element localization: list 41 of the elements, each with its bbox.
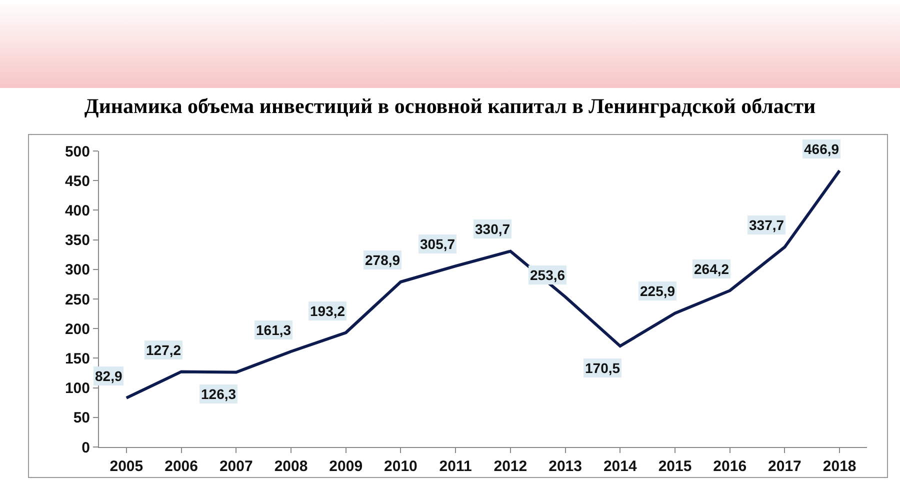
x-tick-label: 2008 [274, 458, 308, 475]
y-tick-label: 250 [64, 291, 90, 308]
y-tick-label: 500 [64, 143, 90, 160]
data-label: 305,7 [420, 236, 456, 252]
data-label: 225,9 [640, 283, 676, 299]
y-tick-label: 100 [64, 380, 90, 398]
x-tick-label: 2016 [713, 458, 747, 475]
data-label: 466,9 [804, 141, 840, 157]
data-label: 253,6 [530, 267, 566, 283]
data-label: 82,9 [95, 368, 122, 384]
data-label: 264,2 [694, 261, 730, 277]
data-label: 330,7 [475, 221, 510, 237]
data-label: 161,3 [256, 322, 292, 338]
y-tick-label: 400 [64, 202, 90, 220]
x-tick-label: 2018 [822, 458, 856, 475]
x-tick-label: 2011 [439, 458, 472, 475]
y-tick-label: 150 [64, 350, 90, 368]
y-tick-label: 450 [64, 172, 90, 190]
x-tick-label: 2014 [603, 458, 638, 475]
data-label: 127,2 [146, 342, 182, 358]
x-tick-label: 2010 [384, 458, 418, 475]
x-tick-label: 2015 [658, 458, 692, 475]
y-tick-label: 300 [64, 262, 90, 279]
x-tick-label: 2017 [768, 458, 802, 475]
x-tick-label: 2012 [494, 458, 528, 475]
data-label: 337,7 [749, 217, 784, 233]
y-tick-label: 50 [73, 410, 90, 427]
data-label: 193,2 [310, 303, 346, 319]
line-series [124, 169, 842, 400]
x-tick-label: 2009 [329, 458, 363, 475]
x-tick-label: 2005 [110, 458, 144, 475]
data-label: 278,9 [365, 252, 400, 268]
x-tick-label: 2006 [164, 458, 198, 475]
y-tick-label: 0 [82, 439, 90, 456]
y-tick-label: 350 [64, 232, 90, 250]
data-label: 170,5 [585, 360, 620, 376]
chart-title: Динамика объема инвестиций в основной капитал в Ленинградской области [83, 94, 817, 119]
x-tick-label: 2007 [219, 458, 253, 475]
x-tick-label: 2013 [548, 458, 582, 475]
y-tick-label: 200 [64, 320, 90, 338]
data-label: 126,3 [201, 386, 236, 402]
